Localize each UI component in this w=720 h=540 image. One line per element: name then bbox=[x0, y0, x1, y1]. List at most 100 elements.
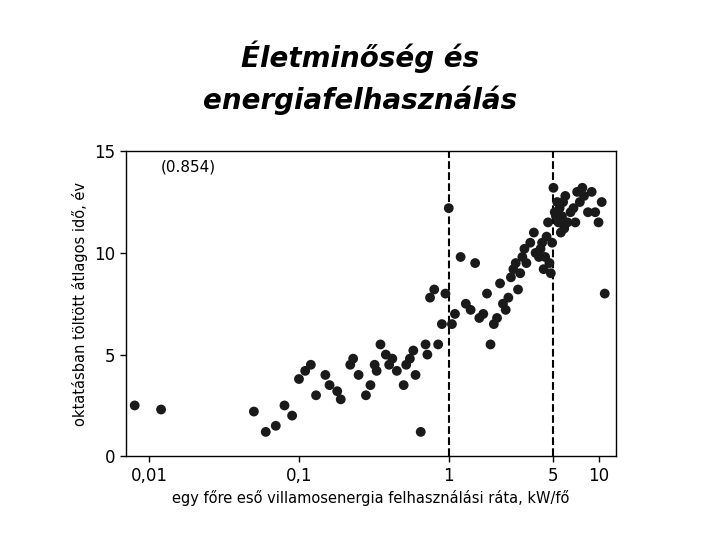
Text: energiafelhasználás: energiafelhasználás bbox=[203, 85, 517, 114]
Point bbox=[436, 320, 448, 328]
Point bbox=[559, 224, 570, 233]
Point bbox=[335, 395, 346, 404]
Point bbox=[474, 314, 485, 322]
Point bbox=[344, 361, 356, 369]
Point bbox=[400, 361, 412, 369]
Point bbox=[512, 285, 523, 294]
Point bbox=[548, 184, 559, 192]
Point bbox=[324, 381, 336, 389]
Point bbox=[536, 239, 548, 247]
Point bbox=[505, 273, 517, 282]
Point bbox=[455, 253, 467, 261]
Point bbox=[541, 232, 552, 241]
Point bbox=[528, 228, 539, 237]
Point bbox=[310, 391, 322, 400]
Point bbox=[391, 367, 402, 375]
Point bbox=[369, 361, 380, 369]
Point bbox=[279, 401, 290, 410]
Point bbox=[590, 208, 601, 217]
Point bbox=[347, 354, 359, 363]
Point bbox=[544, 259, 555, 267]
Point bbox=[534, 253, 545, 261]
Point bbox=[557, 198, 569, 206]
Point bbox=[449, 309, 461, 318]
Point bbox=[586, 187, 598, 196]
Point bbox=[305, 361, 317, 369]
Point bbox=[564, 208, 576, 217]
Point bbox=[562, 218, 573, 227]
Point bbox=[270, 421, 282, 430]
Y-axis label: oktatásban töltött átlagos idő, év: oktatásban töltött átlagos idő, év bbox=[71, 182, 88, 426]
Point bbox=[428, 285, 440, 294]
Point bbox=[574, 198, 585, 206]
Point bbox=[380, 350, 392, 359]
Text: Életminőség és: Életminőség és bbox=[241, 40, 479, 73]
Point bbox=[404, 354, 415, 363]
Point bbox=[371, 367, 382, 375]
Point bbox=[446, 320, 458, 328]
Point bbox=[539, 253, 551, 261]
Point bbox=[260, 428, 271, 436]
Point bbox=[415, 428, 426, 436]
Point bbox=[577, 184, 588, 192]
Point bbox=[518, 245, 530, 253]
Point bbox=[500, 306, 511, 314]
Point bbox=[410, 370, 421, 379]
Point bbox=[469, 259, 481, 267]
Point bbox=[498, 299, 509, 308]
Point bbox=[599, 289, 611, 298]
Point bbox=[553, 218, 564, 227]
Text: (0.854): (0.854) bbox=[161, 159, 216, 174]
Point bbox=[550, 212, 562, 221]
Point bbox=[353, 370, 364, 379]
Point bbox=[491, 314, 503, 322]
Point bbox=[433, 340, 444, 349]
Point bbox=[559, 192, 571, 200]
Point bbox=[593, 218, 604, 227]
Point bbox=[545, 269, 557, 278]
Point bbox=[572, 187, 583, 196]
Point bbox=[542, 218, 554, 227]
Point bbox=[508, 265, 519, 273]
Point bbox=[596, 198, 608, 206]
Point bbox=[555, 228, 567, 237]
Point bbox=[248, 407, 260, 416]
Point bbox=[387, 354, 398, 363]
Point bbox=[420, 340, 431, 349]
Point bbox=[424, 293, 436, 302]
Point bbox=[374, 340, 386, 349]
Point bbox=[383, 361, 395, 369]
Point bbox=[287, 411, 298, 420]
Point bbox=[538, 265, 549, 273]
Point bbox=[503, 293, 514, 302]
Point bbox=[552, 198, 563, 206]
Point bbox=[465, 306, 477, 314]
Point bbox=[524, 239, 536, 247]
Point bbox=[515, 269, 526, 278]
Point bbox=[570, 218, 581, 227]
Point bbox=[408, 346, 419, 355]
Point bbox=[481, 289, 492, 298]
Point bbox=[320, 370, 331, 379]
Point bbox=[156, 405, 167, 414]
Point bbox=[549, 208, 560, 217]
Point bbox=[488, 320, 500, 328]
Point bbox=[578, 192, 590, 200]
Point bbox=[546, 239, 558, 247]
Point bbox=[398, 381, 410, 389]
Point bbox=[485, 340, 496, 349]
Point bbox=[443, 204, 454, 212]
Point bbox=[331, 387, 343, 395]
Point bbox=[530, 248, 541, 257]
Point bbox=[477, 309, 489, 318]
Point bbox=[440, 289, 451, 298]
X-axis label: egy főre eső villamosenergia felhasználási ráta, kW/fő: egy főre eső villamosenergia felhasználá… bbox=[172, 490, 570, 507]
Point bbox=[495, 279, 506, 288]
Point bbox=[422, 350, 433, 359]
Point bbox=[521, 259, 532, 267]
Point bbox=[567, 204, 579, 212]
Point bbox=[365, 381, 377, 389]
Point bbox=[557, 212, 568, 221]
Point bbox=[535, 245, 546, 253]
Point bbox=[293, 375, 305, 383]
